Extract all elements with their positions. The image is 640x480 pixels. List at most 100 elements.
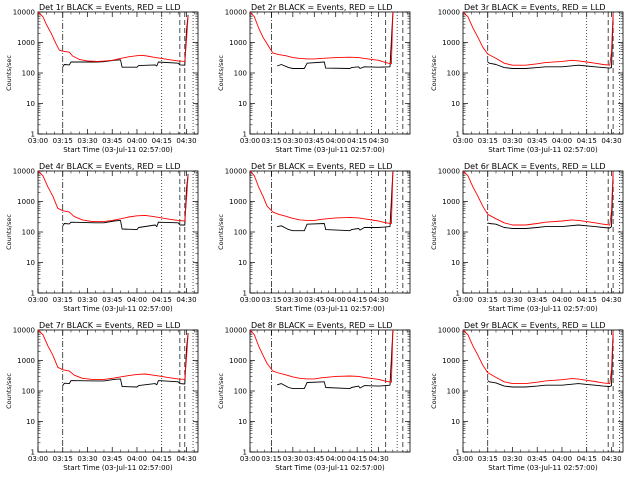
chart-8-x-tick-label: 04:00 xyxy=(326,455,346,463)
chart-1-y-axis-label: Counts/sec xyxy=(5,55,13,91)
chart-6-x-tick-label: 03:30 xyxy=(502,296,522,304)
chart-7-y-tick-label: 10000 xyxy=(13,327,35,335)
chart-9-y-tick-label: 1 xyxy=(456,449,460,457)
chart-1-y-tick-label: 1000 xyxy=(17,39,35,47)
chart-3-x-tick-label: 03:45 xyxy=(527,137,547,145)
chart-5-x-tick-label: 04:00 xyxy=(326,296,346,304)
chart-2-x-tick-label: 03:00 xyxy=(240,137,260,145)
chart-8-series-lld xyxy=(249,329,394,383)
chart-2-x-tick-label: 03:15 xyxy=(261,137,281,145)
chart-4-y-tick-label: 10000 xyxy=(13,168,35,176)
chart-8-x-tick-label: 04:15 xyxy=(347,455,367,463)
chart-9-y-tick-label: 1000 xyxy=(442,357,460,365)
chart-9-series-lld xyxy=(462,329,614,385)
chart-9-x-tick-label: 03:00 xyxy=(453,455,473,463)
chart-2-x-tick-label: 04:15 xyxy=(347,137,367,145)
chart-4-x-tick-label: 03:30 xyxy=(77,296,97,304)
chart-7-x-axis-label: Start Time (03-Jul-11 02:57:00) xyxy=(63,464,173,472)
chart-9-x-tick-label: 04:15 xyxy=(577,455,597,463)
chart-6-plot-frame xyxy=(462,170,624,294)
chart-5: Det 5r BLACK = Events, RED = LLD 1 10 100 10… xyxy=(217,162,411,313)
chart-7-x-tick-label: 04:30 xyxy=(176,455,196,463)
chart-5-y-axis-label: Counts/sec xyxy=(217,214,225,250)
chart-5-x-tick-label: 03:30 xyxy=(283,296,303,304)
chart-4-x-tick-label: 03:00 xyxy=(28,296,48,304)
chart-8-y-tick-label: 1000 xyxy=(229,357,247,365)
chart-9-x-tick-label: 04:30 xyxy=(601,455,621,463)
chart-5-y-tick-label: 1 xyxy=(243,290,247,298)
chart-1-x-axis-label: Start Time (03-Jul-11 02:57:00) xyxy=(63,146,173,154)
chart-2-y-tick-label: 10 xyxy=(238,100,247,108)
chart-3-x-tick-label: 03:30 xyxy=(502,137,522,145)
chart-3-y-tick-label: 1 xyxy=(456,131,460,139)
chart-5-x-tick-label: 04:15 xyxy=(347,296,367,304)
chart-2-x-tick-label: 04:30 xyxy=(368,137,388,145)
chart-5-series-events xyxy=(277,170,394,232)
chart-6-x-tick-label: 04:30 xyxy=(601,296,621,304)
chart-5-x-tick-label: 03:15 xyxy=(261,296,281,304)
chart-8: Det 8r BLACK = Events, RED = LLD 1 10 100 10… xyxy=(217,321,411,472)
chart-8-y-tick-label: 10000 xyxy=(225,327,247,335)
chart-9: Det 9r BLACK = Events, RED = LLD 1 10 100 10… xyxy=(430,321,624,472)
chart-2-y-tick-label: 1 xyxy=(243,131,247,139)
chart-5-y-tick-label: 1000 xyxy=(229,198,247,206)
chart-3-x-tick-label: 04:15 xyxy=(577,137,597,145)
chart-2-y-tick-label: 10000 xyxy=(225,9,247,17)
chart-9-y-axis-label: Counts/sec xyxy=(430,373,438,409)
chart-9-y-tick-label: 10000 xyxy=(438,327,460,335)
chart-6-y-tick-label: 100 xyxy=(447,229,460,237)
chart-2-x-tick-label: 03:45 xyxy=(304,137,324,145)
chart-3: Det 3r BLACK = Events, RED = LLD 1 10 100 10… xyxy=(430,3,624,154)
chart-9-x-tick-label: 04:00 xyxy=(552,455,572,463)
chart-4-x-tick-label: 04:30 xyxy=(176,296,196,304)
chart-6-x-tick-label: 03:15 xyxy=(478,296,498,304)
chart-7-series-lld xyxy=(37,329,189,380)
chart-3-x-tick-label: 04:00 xyxy=(552,137,572,145)
chart-3-x-axis-label: Start Time (03-Jul-11 02:57:00) xyxy=(488,146,598,154)
chart-7-x-tick-label: 03:45 xyxy=(102,455,122,463)
chart-6-x-tick-label: 04:00 xyxy=(552,296,572,304)
chart-7-y-axis-label: Counts/sec xyxy=(5,373,13,409)
chart-9-title: Det 9r BLACK = Events, RED = LLD xyxy=(464,321,606,330)
chart-1-x-tick-label: 03:45 xyxy=(102,137,122,145)
chart-2-y-tick-label: 100 xyxy=(234,70,247,78)
chart-6-title: Det 6r BLACK = Events, RED = LLD xyxy=(464,162,606,171)
chart-2: Det 2r BLACK = Events, RED = LLD 1 10 100 10… xyxy=(217,3,411,154)
chart-1-x-tick-label: 04:00 xyxy=(127,137,147,145)
chart-8-series-events xyxy=(276,329,394,390)
chart-3-series-lld xyxy=(462,11,614,66)
chart-9-y-tick-label: 10 xyxy=(451,418,460,426)
chart-3-y-axis-label: Counts/sec xyxy=(430,55,438,91)
chart-6-series-events xyxy=(487,173,614,229)
chart-1-y-tick-label: 10 xyxy=(26,100,35,108)
chart-3-y-tick-label: 10 xyxy=(451,100,460,108)
chart-2-x-axis-label: Start Time (03-Jul-11 02:57:00) xyxy=(275,146,385,154)
chart-5-series-lld xyxy=(249,170,394,224)
chart-5-y-tick-label: 100 xyxy=(234,229,247,237)
chart-7-title: Det 7r BLACK = Events, RED = LLD xyxy=(39,321,181,330)
chart-4-y-tick-label: 1 xyxy=(31,290,35,298)
chart-1-x-tick-label: 04:15 xyxy=(152,137,172,145)
chart-6-x-axis-label: Start Time (03-Jul-11 02:57:00) xyxy=(488,305,598,313)
chart-3-x-tick-label: 03:15 xyxy=(478,137,498,145)
chart-4-x-tick-label: 04:15 xyxy=(152,296,172,304)
chart-5-title: Det 5r BLACK = Events, RED = LLD xyxy=(251,162,393,171)
chart-5-y-tick-label: 10000 xyxy=(225,168,247,176)
chart-9-x-tick-label: 03:15 xyxy=(478,455,498,463)
chart-4-y-tick-label: 100 xyxy=(22,229,35,237)
chart-7-x-tick-label: 03:15 xyxy=(53,455,73,463)
chart-3-plot-frame xyxy=(462,11,624,135)
chart-6-x-tick-label: 03:45 xyxy=(527,296,547,304)
chart-8-x-tick-label: 03:30 xyxy=(283,455,303,463)
chart-7-y-tick-label: 1000 xyxy=(17,357,35,365)
chart-9-series-events xyxy=(487,332,614,388)
chart-3-y-tick-label: 100 xyxy=(447,70,460,78)
chart-8-y-tick-label: 10 xyxy=(238,418,247,426)
chart-6-x-tick-label: 04:15 xyxy=(577,296,597,304)
chart-4-x-axis-label: Start Time (03-Jul-11 02:57:00) xyxy=(63,305,173,313)
chart-8-y-tick-label: 100 xyxy=(234,388,247,396)
chart-7-y-tick-label: 10 xyxy=(26,418,35,426)
chart-2-series-lld xyxy=(249,11,394,65)
chart-4-series-lld xyxy=(37,170,189,223)
